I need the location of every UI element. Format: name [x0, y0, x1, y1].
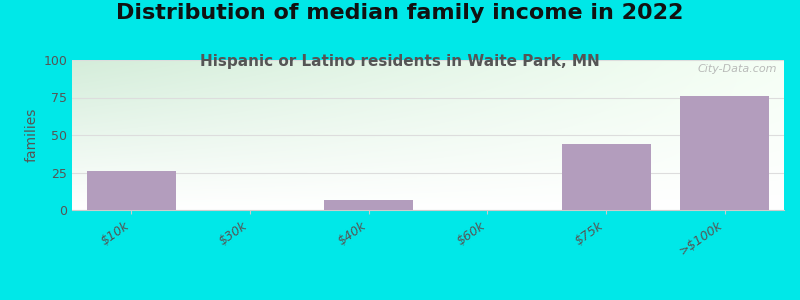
- Bar: [680, 96, 769, 210]
- Bar: [87, 171, 176, 210]
- Text: City-Data.com: City-Data.com: [698, 64, 777, 74]
- Bar: [324, 200, 413, 210]
- Bar: [562, 144, 650, 210]
- Text: Distribution of median family income in 2022: Distribution of median family income in …: [116, 3, 684, 23]
- Y-axis label: families: families: [25, 108, 39, 162]
- Text: Hispanic or Latino residents in Waite Park, MN: Hispanic or Latino residents in Waite Pa…: [200, 54, 600, 69]
